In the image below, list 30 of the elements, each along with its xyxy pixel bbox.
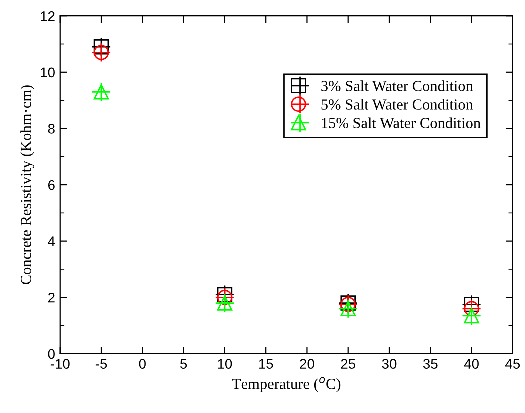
x-tick-label: 30 (382, 359, 397, 370)
point (92, 42, 112, 62)
y-tick-label: 0 (48, 349, 55, 360)
y-tick-label: 4 (48, 236, 56, 246)
y-tick-label: 8 (48, 124, 55, 134)
point (215, 294, 235, 313)
x-tick-label: 5 (180, 359, 188, 370)
x-axis-title: Temperature ($^{o}$C) (232, 377, 341, 392)
legend-label: 5% Salt Water Condition (322, 99, 474, 110)
x-tick-label: 10 (218, 359, 232, 370)
y-tick-label: 2 (48, 292, 55, 303)
point (338, 299, 358, 319)
x-tick-label: 40 (464, 359, 479, 370)
x-tick-label: 35 (423, 359, 438, 370)
x-tick-label: 0 (139, 359, 146, 370)
y-axis-title: Concrete Resistivity (Kohm·cm) (20, 86, 35, 285)
x-tick-label: 45 (506, 359, 520, 370)
point (92, 82, 112, 102)
x-tick-label: -10 (50, 359, 70, 370)
x-tick-label: -5 (96, 359, 108, 370)
y-tick-label: 12 (41, 11, 55, 22)
y-tick-label: 6 (48, 180, 55, 190)
point (92, 37, 112, 57)
point (462, 306, 482, 326)
x-tick-label: 20 (300, 359, 314, 370)
y-tick-label: 10 (41, 68, 55, 78)
x-tick-label: 25 (341, 359, 356, 370)
legend-label: 15% Salt Water Condition (322, 118, 481, 129)
legend-label: 3% Salt Water Condition (322, 80, 474, 92)
x-tick-label: 15 (259, 359, 274, 370)
